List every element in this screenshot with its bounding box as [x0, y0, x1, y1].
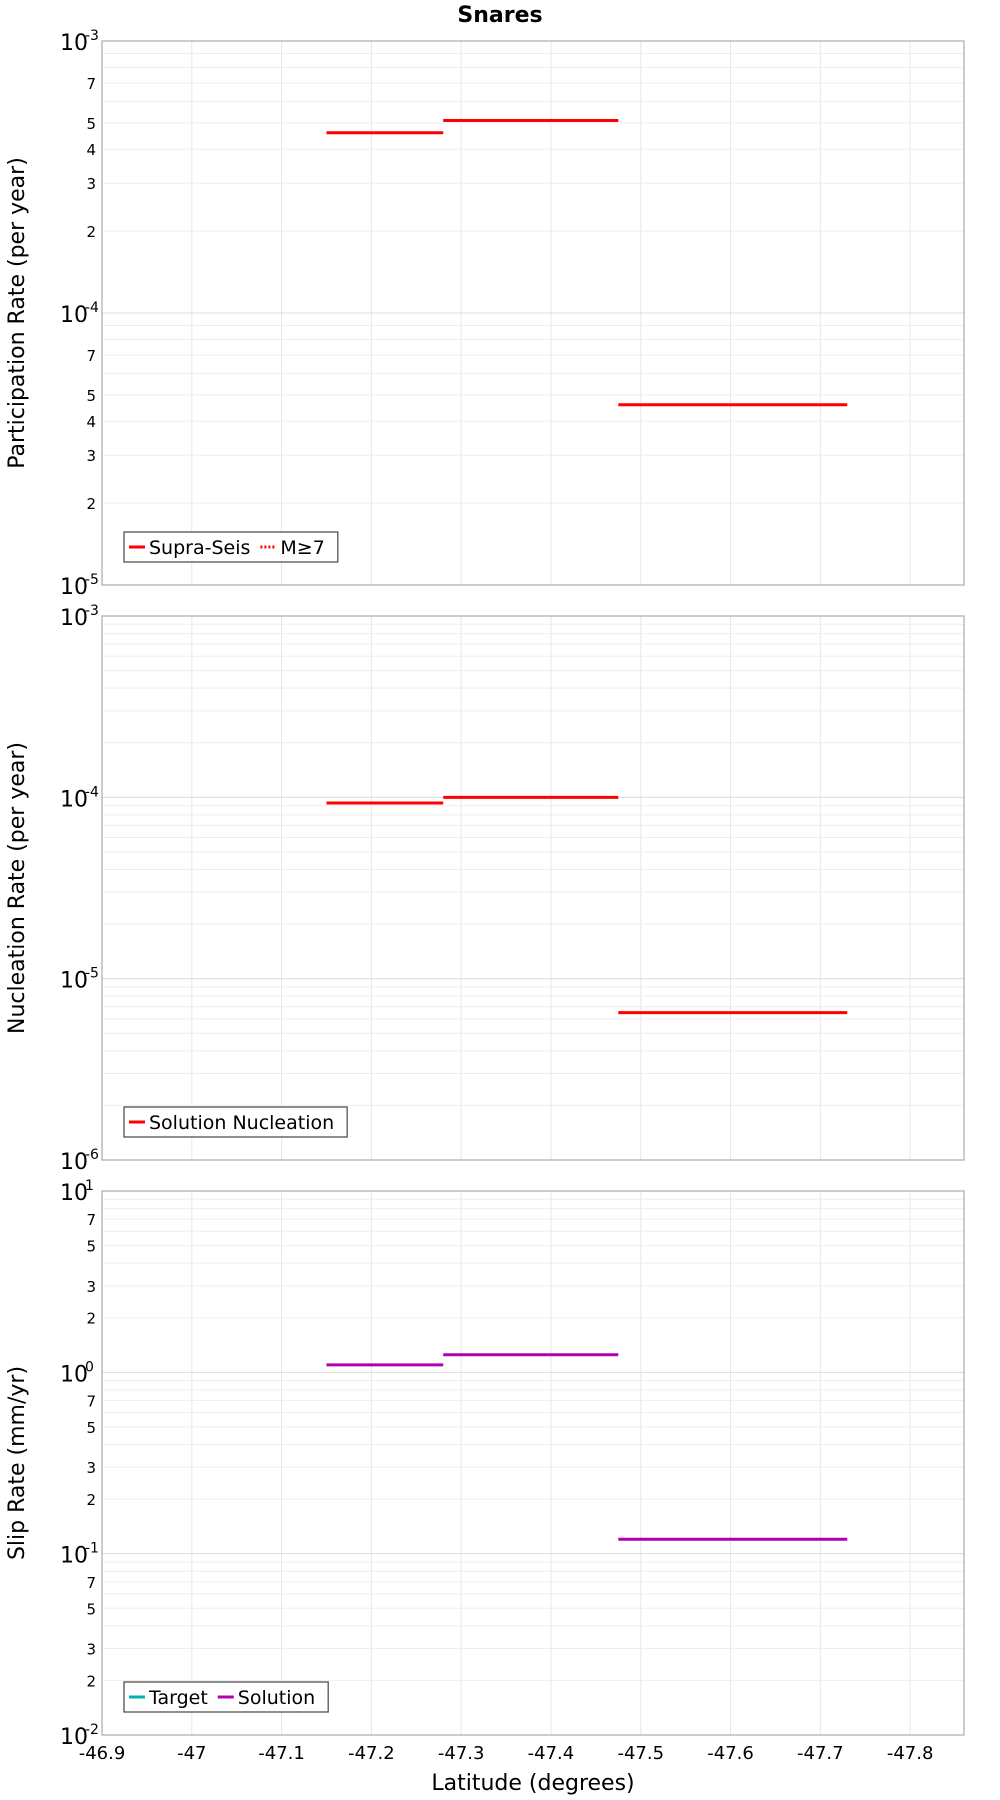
y-tick-label-minor: 3 [86, 1278, 96, 1296]
y-tick-label-minor: 3 [86, 1459, 96, 1477]
legend-label: Target [148, 1687, 208, 1709]
legend-box [123, 1106, 348, 1138]
y-tick-label-minor: 7 [86, 75, 96, 93]
y-tick-label-exponent: -3 [85, 603, 99, 619]
y-tick-label-major: 10 [60, 606, 88, 631]
y-axis-label: Nucleation Rate (per year) [5, 742, 30, 1034]
x-tick-label: -47 [177, 1743, 206, 1764]
y-tick-label-exponent: -3 [85, 28, 99, 44]
y-tick-label-major: 10 [60, 303, 88, 328]
y-tick-label-major: 10 [60, 969, 88, 994]
y-tick-label-minor: 7 [86, 1392, 96, 1410]
y-tick-label-exponent: -6 [85, 1147, 99, 1163]
legend-label: Solution Nucleation [149, 1112, 334, 1134]
y-tick-label-minor: 2 [86, 495, 96, 513]
y-tick-label-major: 10 [60, 1150, 88, 1175]
y-tick-label-major: 10 [60, 31, 88, 56]
y-axis-label: Participation Rate (per year) [5, 157, 30, 469]
y-tick-label-minor: 4 [86, 141, 96, 159]
plot-frame [101, 615, 965, 1161]
y-tick-label-minor: 2 [86, 223, 96, 241]
y-tick-label-minor: 2 [86, 1672, 96, 1690]
y-tick-label-minor: 5 [86, 1600, 96, 1618]
x-tick-label: -47.3 [438, 1743, 485, 1764]
y-tick-label-major: 10 [60, 787, 88, 812]
y-tick-label-major: 10 [60, 1181, 88, 1206]
x-tick-label: -47.2 [348, 1743, 395, 1764]
y-tick-label-minor: 5 [86, 1238, 96, 1256]
y-tick-label-minor: 4 [86, 413, 96, 431]
y-tick-label-major: 10 [60, 1725, 88, 1750]
y-tick-label-minor: 7 [86, 1574, 96, 1592]
x-tick-label: -47.5 [617, 1743, 664, 1764]
y-tick-label-minor: 2 [86, 1310, 96, 1328]
y-tick-label-exponent: -4 [85, 300, 99, 316]
y-tick-label-minor: 2 [86, 1491, 96, 1509]
y-tick-label-minor: 3 [86, 447, 96, 465]
x-axis-label: Latitude (degrees) [431, 1771, 634, 1796]
plot-frame [101, 40, 965, 586]
y-tick-label-exponent: -5 [85, 572, 99, 588]
y-axis-label: Slip Rate (mm/yr) [5, 1366, 30, 1560]
legend-label: Solution [238, 1687, 315, 1709]
y-tick-label-exponent: 1 [85, 1178, 94, 1194]
x-tick-label: -47.6 [707, 1743, 754, 1764]
y-tick-label-minor: 5 [86, 115, 96, 133]
y-tick-label-exponent: -5 [85, 966, 99, 982]
y-tick-label-minor: 7 [86, 1211, 96, 1229]
y-tick-label-exponent: -1 [85, 1541, 99, 1557]
x-tick-label: -47.1 [258, 1743, 305, 1764]
legend-box [123, 531, 339, 563]
x-tick-label: -47.4 [528, 1743, 575, 1764]
plot-frame [101, 1190, 965, 1736]
y-tick-label-major: 10 [60, 1544, 88, 1569]
y-tick-label-major: 10 [60, 575, 88, 600]
y-tick-label-minor: 3 [86, 1640, 96, 1658]
y-tick-label-exponent: -2 [85, 1722, 99, 1738]
legend-label: M≥7 [280, 537, 324, 559]
y-tick-label-minor: 3 [86, 175, 96, 193]
x-tick-label: -46.9 [79, 1743, 126, 1764]
y-tick-label-exponent: -4 [85, 784, 99, 800]
legend-label: Supra-Seis [149, 537, 250, 559]
y-tick-label-minor: 7 [86, 347, 96, 365]
y-tick-label-minor: 5 [86, 387, 96, 405]
y-tick-label-exponent: 0 [85, 1359, 94, 1375]
y-tick-label-major: 10 [60, 1362, 88, 1387]
x-tick-label: -47.7 [797, 1743, 844, 1764]
chart-title: Snares [457, 3, 542, 28]
y-tick-label-minor: 5 [86, 1419, 96, 1437]
x-tick-label: -47.8 [887, 1743, 934, 1764]
